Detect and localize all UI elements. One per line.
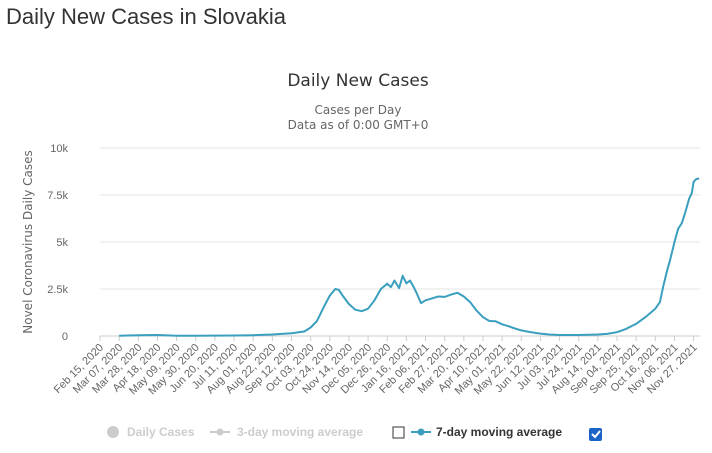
y-axis-label: Novel Coronavirus Daily Cases: [21, 150, 35, 333]
legend-checkbox-7-day[interactable]: [589, 428, 602, 441]
y-tick-label: 7.5k: [47, 190, 68, 202]
legend: Daily Cases 3-day moving average 7-day mov…: [107, 425, 602, 441]
y-tick-label: 2.5k: [47, 284, 68, 296]
page-title: Daily New Cases in Slovakia: [6, 4, 286, 29]
chart-subtitle-line-2: Data as of 0:00 GMT+0: [288, 118, 429, 132]
chart-subtitle-line-1: Cases per Day: [315, 103, 402, 117]
grid: [100, 147, 700, 337]
legend-checkbox-3-day[interactable]: [392, 426, 405, 439]
legend-marker-3-day-dot: [216, 428, 224, 436]
legend-item-7-day-moving-average[interactable]: 7-day moving average: [436, 425, 562, 439]
legend-marker-7-day-dot: [417, 428, 425, 436]
series-lines: [119, 177, 700, 337]
chart-title: Daily New Cases: [287, 71, 429, 91]
legend-item-3-day-moving-average[interactable]: 3-day moving average: [237, 425, 363, 439]
y-tick-label: 10k: [50, 143, 68, 155]
y-tick-label: 0: [62, 331, 68, 343]
legend-marker-daily-cases: [107, 426, 119, 438]
y-axis-ticks: 0 2.5k 5k 7.5k 10k: [47, 143, 68, 343]
checkmark-icon: [591, 430, 601, 439]
y-tick-label: 5k: [56, 237, 68, 249]
legend-item-daily-cases[interactable]: Daily Cases: [127, 425, 195, 439]
series-line-7-day-moving-average: [119, 177, 700, 337]
